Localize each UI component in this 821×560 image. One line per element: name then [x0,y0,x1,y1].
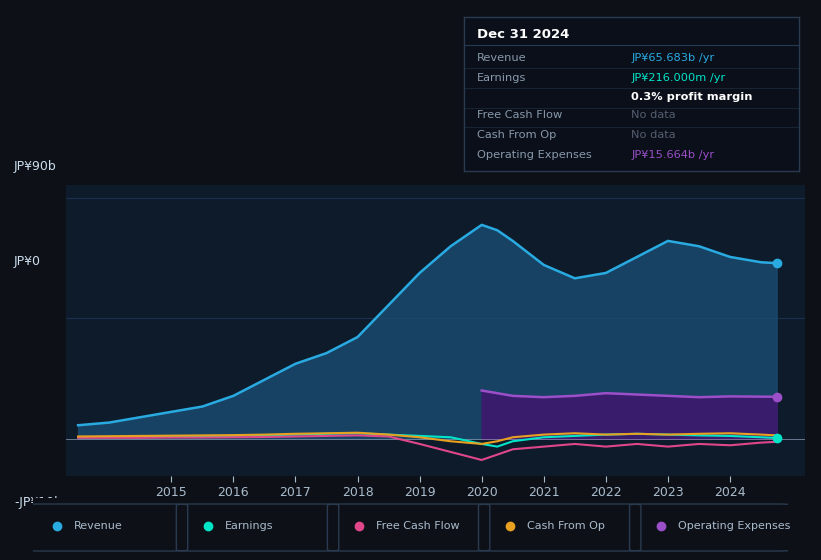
Text: JP¥65.683b /yr: JP¥65.683b /yr [631,53,714,63]
Text: Operating Expenses: Operating Expenses [477,151,592,160]
Text: No data: No data [631,130,676,141]
Text: JP¥90b: JP¥90b [14,160,57,173]
Text: 0.3% profit margin: 0.3% profit margin [631,92,753,102]
Text: Dec 31 2024: Dec 31 2024 [477,27,570,40]
Text: Earnings: Earnings [477,73,526,83]
Text: JP¥15.664b /yr: JP¥15.664b /yr [631,151,714,160]
Text: No data: No data [631,110,676,120]
Text: Revenue: Revenue [74,521,122,531]
Text: Operating Expenses: Operating Expenses [678,521,791,531]
Text: JP¥216.000m /yr: JP¥216.000m /yr [631,73,726,83]
Text: Earnings: Earnings [225,521,273,531]
Text: -JP¥10b: -JP¥10b [14,496,62,510]
Text: Revenue: Revenue [477,53,527,63]
Text: Cash From Op: Cash From Op [527,521,605,531]
Text: Free Cash Flow: Free Cash Flow [376,521,460,531]
Text: Free Cash Flow: Free Cash Flow [477,110,562,120]
Text: Cash From Op: Cash From Op [477,130,557,141]
Text: JP¥0: JP¥0 [14,255,41,268]
